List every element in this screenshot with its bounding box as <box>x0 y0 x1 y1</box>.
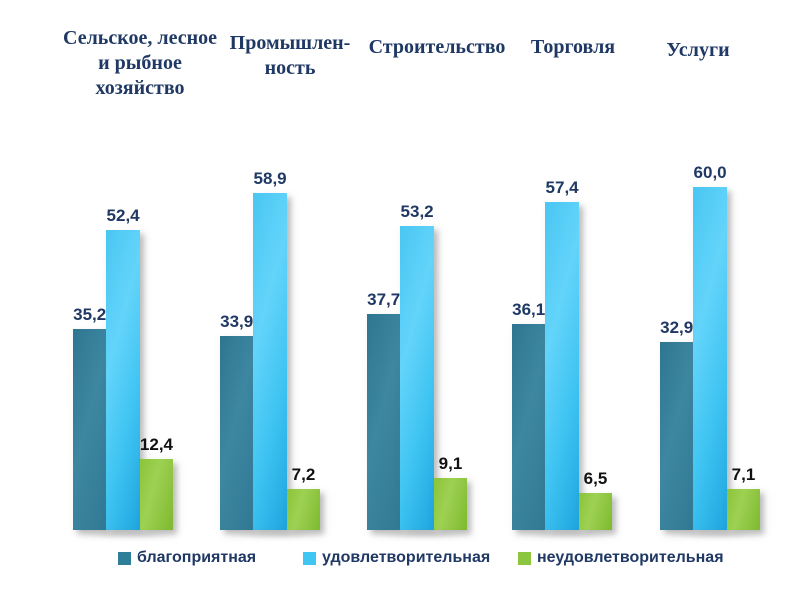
value-label: 33,9 <box>220 312 254 332</box>
category-header-line: Торговля <box>530 36 616 58</box>
category-header-line: хозяйство <box>95 77 185 99</box>
legend-swatch-icon <box>118 551 131 565</box>
legend-label: неудовлетворительная <box>537 549 724 566</box>
legend-label: удовлетворительная <box>322 549 491 566</box>
legend-swatch-icon <box>518 551 531 565</box>
bar-удовлетворительная: 60,0 <box>693 163 727 530</box>
category-header: Сельское, лесное и рыбное хозяйство <box>35 26 245 101</box>
category-header-line: Услуги <box>666 39 730 61</box>
value-label: 12,4 <box>139 435 174 455</box>
value-label: 60,0 <box>693 162 727 182</box>
bar-неудовлетворительная: 9,1 <box>433 454 468 530</box>
category-header: Торговля <box>468 35 678 60</box>
bar-благоприятная: 37,7 <box>367 290 401 530</box>
category-header-line: и рыбное <box>98 52 182 74</box>
value-label: 36,1 <box>512 299 546 319</box>
bar-group: 32,9 60,0 7,1 <box>660 163 761 530</box>
value-label: 58,9 <box>253 169 287 189</box>
bar-удовлетворительная: 52,4 <box>106 206 140 530</box>
bar-неудовлетворительная: 7,2 <box>286 465 321 530</box>
category-header-line: Строительство <box>368 36 506 58</box>
value-label: 35,2 <box>73 304 107 324</box>
value-label: 52,4 <box>106 206 140 226</box>
category-header: Строительство <box>332 35 542 60</box>
category-header: Услуги <box>593 38 800 63</box>
legend-label: благоприятная <box>137 549 257 566</box>
value-label: 7,1 <box>731 465 756 485</box>
bar-неудовлетворительная: 7,1 <box>726 465 761 530</box>
category-header-line: ность <box>264 57 316 79</box>
bar-неудовлетворительная: 6,5 <box>578 469 613 530</box>
legend-item: удовлетворительная <box>303 549 490 567</box>
bar-group: 36,1 57,4 6,5 <box>512 178 613 530</box>
value-label: 9,1 <box>438 453 463 473</box>
legend-item: благоприятная <box>118 549 256 567</box>
bar-удовлетворительная: 57,4 <box>545 178 579 530</box>
category-header-line: Промышлен- <box>229 32 351 54</box>
category-header-line: Сельское, лесное <box>63 27 217 49</box>
bar-group: 35,2 52,4 12,4 <box>73 206 174 530</box>
category-header: Промышлен-ность <box>185 31 395 81</box>
bar-group: 37,7 53,2 9,1 <box>367 202 468 530</box>
bar-благоприятная: 36,1 <box>512 300 546 530</box>
bar-удовлетворительная: 58,9 <box>253 169 287 530</box>
bar-group: 33,9 58,9 7,2 <box>220 169 321 530</box>
value-label: 6,5 <box>583 468 608 488</box>
legend-item: неудовлетворительная <box>518 549 724 567</box>
value-label: 57,4 <box>545 177 579 197</box>
value-label: 53,2 <box>400 201 434 221</box>
bar-удовлетворительная: 53,2 <box>400 202 434 530</box>
bar-неудовлетворительная: 12,4 <box>139 435 174 530</box>
value-label: 7,2 <box>291 464 316 484</box>
bar-благоприятная: 32,9 <box>660 318 694 530</box>
value-label: 37,7 <box>367 290 401 310</box>
value-label: 32,9 <box>660 317 694 337</box>
bar-благоприятная: 33,9 <box>220 312 254 530</box>
legend-swatch-icon <box>303 551 316 565</box>
bar-благоприятная: 35,2 <box>73 305 107 530</box>
